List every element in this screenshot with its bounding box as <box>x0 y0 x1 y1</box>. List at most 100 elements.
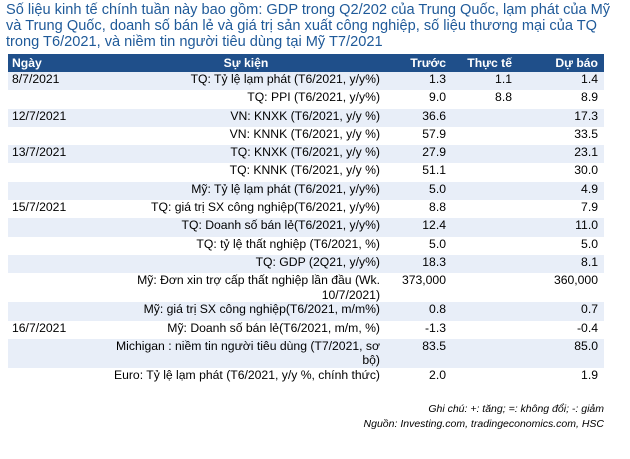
event-cell: Mỹ: Tỷ lệ lạm phát (T6/2021, y/y%) <box>106 181 386 201</box>
forecast-cell: 23.1 <box>518 145 604 164</box>
table-header-row: Ngày Sự kiện Trước Thực tế Dự báo <box>8 54 604 72</box>
actual-cell <box>452 218 518 237</box>
table-row: 15/7/2021 TQ: giá trị SX công nghiệp(T6/2… <box>8 200 604 218</box>
actual-cell <box>452 338 518 368</box>
forecast-cell: 11.0 <box>518 218 604 237</box>
actual-cell <box>452 181 518 201</box>
previous-cell: 8.8 <box>429 200 446 215</box>
actual-cell: 1.1 <box>452 72 518 91</box>
event-cell: Mỹ: Đơn xin trợ cấp thất nghiệp lần đầu … <box>137 273 380 302</box>
previous-cell: 57.9 <box>422 126 446 141</box>
table-note: Ghi chú: +: tăng; =: không đổi; -: giảm <box>428 403 604 415</box>
forecast-cell: 85.0 <box>518 338 604 368</box>
previous-cell: 1.3 <box>386 72 452 91</box>
event-cell: TQ: Tỷ lệ lạm phát (T6/2021, y/y%) <box>106 72 386 91</box>
date-cell <box>8 181 106 201</box>
forecast-cell: 8.9 <box>581 90 598 105</box>
actual-cell <box>452 200 518 218</box>
date-cell <box>8 368 106 386</box>
previous-cell: 2.0 <box>429 367 446 382</box>
table-row: Mỹ: Đơn xin trợ cấp thất nghiệp lần đầu … <box>8 273 604 302</box>
event-cell: TQ: Doanh số bán lẻ(T6/2021, y/y%) <box>106 218 386 237</box>
table-row: Mỹ: giá trị SX công nghiệp(T6/2021, m/m%… <box>8 302 604 321</box>
date-cell <box>8 273 106 302</box>
actual-cell <box>452 145 518 164</box>
table-row: TQ: GDP (2Q21, y/y%) 18.3 8.1 <box>8 254 604 274</box>
table-row: Euro: Tỷ lệ lạm phát (T6/2021, y/y %, ch… <box>8 368 604 386</box>
previous-cell: 18.3 <box>386 254 452 274</box>
source-note: Nguồn: Investing.com, tradingeconomics.c… <box>363 418 604 430</box>
header-actual: Thực tế <box>452 54 518 72</box>
table-row: Mỹ: Tỷ lệ lạm phát (T6/2021, y/y%) 5.0 4.9 <box>8 181 604 201</box>
table-body: 8/7/2021 TQ: Tỷ lệ lạm phát (T6/2021, y/y… <box>8 72 604 386</box>
event-cell: VN: KNXK (T6/2021, y/y %) <box>106 108 386 127</box>
event-cell: TQ: KNXK (T6/2021, y/y %) <box>106 145 386 164</box>
table-row: TQ: PPI (T6/2021, y/y%) 9.0 8.8 8.9 <box>8 90 604 108</box>
previous-cell: 12.4 <box>386 218 452 237</box>
forecast-cell: 4.9 <box>518 181 604 201</box>
event-cell: TQ: GDP (2Q21, y/y%) <box>106 254 386 274</box>
forecast-cell: 5.0 <box>581 236 598 251</box>
previous-cell: 27.9 <box>386 145 452 164</box>
header-event: Sự kiện <box>106 54 386 72</box>
header-date: Ngày <box>8 54 106 72</box>
actual-cell <box>452 127 518 145</box>
page-title: Số liệu kinh tế chính tuần này bao gồm: … <box>6 2 611 50</box>
table-row: 8/7/2021 TQ: Tỷ lệ lạm phát (T6/2021, y/y… <box>8 72 604 91</box>
forecast-cell: 30.0 <box>574 163 598 178</box>
forecast-cell: 360,000 <box>553 273 598 288</box>
previous-cell: 5.0 <box>386 181 452 201</box>
actual-cell: 8.8 <box>495 90 512 105</box>
table-row: 12/7/2021 VN: KNXK (T6/2021, y/y %) 36.6 17… <box>8 108 604 127</box>
date-cell: 15/7/2021 <box>12 200 67 215</box>
forecast-cell: 17.3 <box>518 108 604 127</box>
date-cell <box>8 218 106 237</box>
event-cell: TQ: PPI (T6/2021, y/y%) <box>247 90 380 105</box>
previous-cell: 373,000 <box>401 273 446 288</box>
actual-cell <box>452 302 518 321</box>
header-forecast: Dự báo <box>518 54 604 72</box>
forecast-cell: -0.4 <box>576 320 598 335</box>
event-cell: TQ: tỷ lệ thất nghiệp (T6/2021, %) <box>196 236 380 251</box>
table-row: TQ: tỷ lệ thất nghiệp (T6/2021, %) 5.0 5.0 <box>8 237 604 255</box>
date-cell: 12/7/2021 <box>8 108 106 127</box>
actual-cell <box>452 254 518 274</box>
actual-cell <box>452 273 518 302</box>
date-cell <box>8 254 106 274</box>
event-cell: TQ: KNNK (T6/2021, y/y %) <box>229 163 380 178</box>
event-cell: Euro: Tỷ lệ lạm phát (T6/2021, y/y %, ch… <box>113 367 380 382</box>
previous-cell: 9.0 <box>429 90 446 105</box>
previous-cell: 83.5 <box>386 338 452 368</box>
date-cell <box>8 127 106 145</box>
previous-cell: 5.0 <box>429 236 446 251</box>
forecast-cell: 0.7 <box>518 302 604 321</box>
previous-cell: 0.8 <box>386 302 452 321</box>
table-row: TQ: Doanh số bán lẻ(T6/2021, y/y%) 12.4 11… <box>8 218 604 237</box>
date-cell <box>8 338 106 368</box>
event-cell: TQ: giá trị SX công nghiệp(T6/2021, y/y%… <box>151 200 380 215</box>
actual-cell <box>452 321 518 339</box>
forecast-cell: 33.5 <box>574 126 598 141</box>
previous-cell: 51.1 <box>422 163 446 178</box>
table-row: 13/7/2021 TQ: KNXK (T6/2021, y/y %) 27.9 23… <box>8 145 604 164</box>
date-cell <box>8 90 106 108</box>
date-cell: 13/7/2021 <box>8 145 106 164</box>
table-row: 16/7/2021 Mỹ: Doanh số bán lẻ(T6/2021, m/… <box>8 321 604 339</box>
actual-cell <box>452 368 518 386</box>
event-cell: VN: KNNK (T6/2021, y/y %) <box>229 126 380 141</box>
forecast-cell: 8.1 <box>518 254 604 274</box>
actual-cell <box>452 237 518 255</box>
event-cell: Mỹ: giá trị SX công nghiệp(T6/2021, m/m%… <box>106 302 386 321</box>
date-cell <box>8 237 106 255</box>
event-cell: Michigan : niềm tin người tiêu dùng (T7/… <box>106 338 386 368</box>
economic-calendar-table: Ngày Sự kiện Trước Thực tế Dự báo 8/7/20… <box>8 54 604 386</box>
previous-cell: 36.6 <box>386 108 452 127</box>
date-cell <box>8 302 106 321</box>
table-row: VN: KNNK (T6/2021, y/y %) 57.9 33.5 <box>8 127 604 145</box>
table-row: TQ: KNNK (T6/2021, y/y %) 51.1 30.0 <box>8 163 604 181</box>
forecast-cell: 1.4 <box>518 72 604 91</box>
previous-cell: -1.3 <box>424 320 446 335</box>
forecast-cell: 7.9 <box>581 200 598 215</box>
actual-cell <box>452 163 518 181</box>
date-cell <box>8 163 106 181</box>
